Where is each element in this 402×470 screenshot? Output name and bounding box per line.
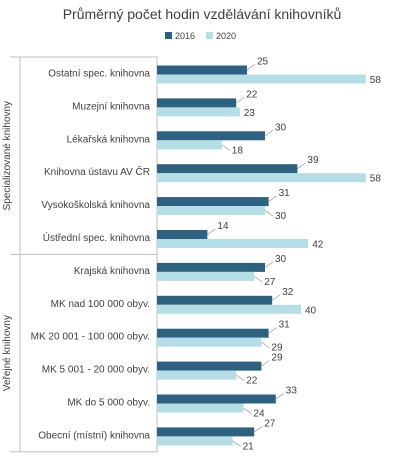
leader-line-2020 [253,276,263,283]
leader-line-2020 [261,341,270,349]
leader-line-2020 [221,144,231,151]
data-label-2016: 27 [264,418,276,429]
group-label: Veřejné knihovny [2,315,13,391]
bar-2016 [157,98,237,108]
bar-2020 [157,370,237,380]
bar-2016 [157,394,276,404]
leader-line-2016 [268,327,277,334]
category-label: MK do 5 000 obyv. [67,398,150,409]
bar-2020 [157,206,265,216]
leader-line-2016 [271,294,281,301]
data-label-2020: 58 [370,75,382,86]
plot-area: Ostatní spec. knihovna 25 58 Muzejní knihov… [2,56,382,452]
leader-line-2020 [264,210,274,217]
bar-2020 [157,304,301,314]
bar-2020 [157,239,309,248]
leader-line-2016 [207,228,216,235]
data-label-2020: 24 [253,409,265,420]
data-label-2020: 58 [370,174,382,185]
bar-2016 [157,328,269,338]
category-label: Ústřední spec. knihovna [43,231,151,244]
data-label-2020: 30 [275,211,287,222]
category-label: MK nad 100 000 obyv. [51,299,150,310]
leader-line-2020 [232,440,241,447]
chart-title: Průměrný počet hodin vzdělávání knihovní… [63,6,342,22]
leader-line-2016 [235,97,245,104]
data-label-2016: 30 [275,254,287,265]
category-label: Ostatní spec. knihovna [48,69,150,80]
bar-2020 [157,436,233,446]
data-label-2016: 14 [217,221,229,232]
leader-line-2020 [235,374,245,381]
bar-2016 [157,65,247,75]
leader-line-2016 [264,261,274,268]
data-label-2016: 31 [279,188,291,199]
legend-swatch-2016 [165,32,172,39]
data-label-2016: 31 [279,320,291,331]
bar-2020 [157,337,262,347]
category-label: Krajská knihovna [74,266,151,277]
legend-label-2020: 2020 [216,31,236,41]
category-label: Vysokoškolská knihovna [41,200,150,211]
bar-2016 [157,262,265,272]
data-label-2016: 29 [271,353,283,364]
bar-2020 [157,173,366,183]
data-label-2016: 25 [257,57,269,68]
data-label-2020: 21 [243,441,255,452]
bar-2016 [157,295,273,305]
bar-2020 [157,403,244,413]
data-label-2020: 23 [244,108,256,119]
leader-line-2016 [246,64,256,71]
category-label: Obecní (místní) knihovna [38,430,150,441]
legend-label-2016: 2016 [175,31,195,41]
leader-line-2016 [261,360,270,367]
legend: 2016 2020 [165,31,236,41]
leader-line-2020 [243,407,252,414]
data-label-2016: 33 [286,386,298,397]
data-label-2020: 22 [246,376,258,387]
category-label: MK 5 001 - 20 000 obyv. [42,365,150,376]
data-label-2020: 29 [271,343,283,354]
bar-2016 [157,427,255,437]
bar-2016 [157,164,298,174]
category-label: Muzejní knihovna [72,101,150,112]
bar-2020 [157,74,366,84]
bar-2016 [157,131,265,141]
bar-2016 [157,230,208,239]
category-label: Lékařská knihovna [67,134,151,145]
bar-2020 [157,140,222,150]
category-label: Knihovna ústavu AV ČR [44,165,150,178]
bar-2020 [157,271,255,281]
bar-2016 [157,361,262,371]
leader-line-2016 [275,393,285,400]
data-label-2020: 27 [264,277,276,288]
leader-line-2016 [268,195,277,202]
bar-2016 [157,197,269,207]
data-label-2020: 18 [232,145,244,156]
group-label: Specializované knihovny [2,101,13,211]
data-label-2020: 40 [305,305,317,316]
leader-line-2016 [264,129,274,137]
leader-line-2016 [253,426,263,433]
bar-2020 [157,107,240,117]
legend-swatch-2020 [206,32,213,39]
data-label-2016: 22 [246,89,258,100]
data-label-2016: 32 [282,287,294,298]
data-label-2016: 30 [275,122,287,133]
data-label-2020: 42 [312,240,324,251]
data-label-2016: 39 [307,155,319,166]
leader-line-2016 [297,162,306,170]
category-label: MK 20 001 - 100 000 obyv. [31,332,150,343]
